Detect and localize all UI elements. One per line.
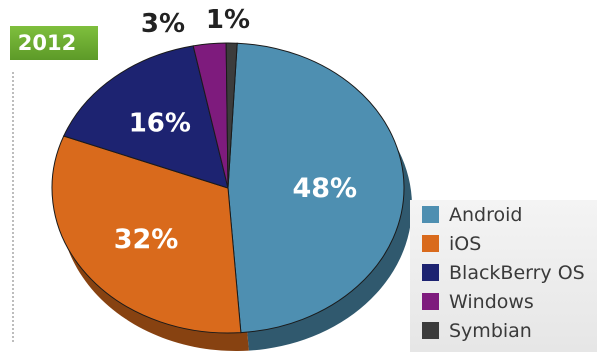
legend-swatch-ios (422, 235, 439, 252)
legend-item-symbian: Symbian (410, 316, 597, 345)
pie-slice-symbian (225, 42, 238, 189)
pie-slices-group (51, 42, 405, 334)
legend-label-windows: Windows (449, 290, 534, 313)
pie-value-label-android: 48% (292, 173, 357, 204)
pie-value-label-blackberry: 16% (129, 109, 191, 139)
legend-swatch-windows (422, 293, 439, 310)
legend-label-ios: iOS (449, 232, 482, 255)
legend-swatch-android (422, 206, 439, 223)
pie-slice-android (227, 42, 405, 334)
legend: Android iOS BlackBerry OS Windows Symbia… (410, 200, 597, 352)
pie-value-label-ios: 32% (114, 224, 179, 255)
legend-swatch-blackberry (422, 264, 439, 281)
legend-label-android: Android (449, 203, 523, 226)
pie-labels-group: 48% 32% 16% 3% 1% (114, 5, 357, 255)
pie-value-label-windows: 3% (141, 9, 185, 39)
legend-item-windows: Windows (410, 287, 597, 316)
pie-slice-blackberry (62, 45, 229, 189)
legend-item-ios: iOS (410, 229, 597, 258)
legend-item-blackberry: BlackBerry OS (410, 258, 597, 287)
legend-label-blackberry: BlackBerry OS (449, 261, 585, 284)
legend-swatch-symbian (422, 322, 439, 339)
legend-item-android: Android (410, 200, 597, 229)
dotted-guide-line (12, 72, 14, 342)
year-badge: 2012 (10, 26, 98, 60)
legend-label-symbian: Symbian (449, 319, 532, 342)
pie-value-label-symbian: 1% (206, 5, 250, 35)
pie-slice-ios (51, 135, 242, 334)
